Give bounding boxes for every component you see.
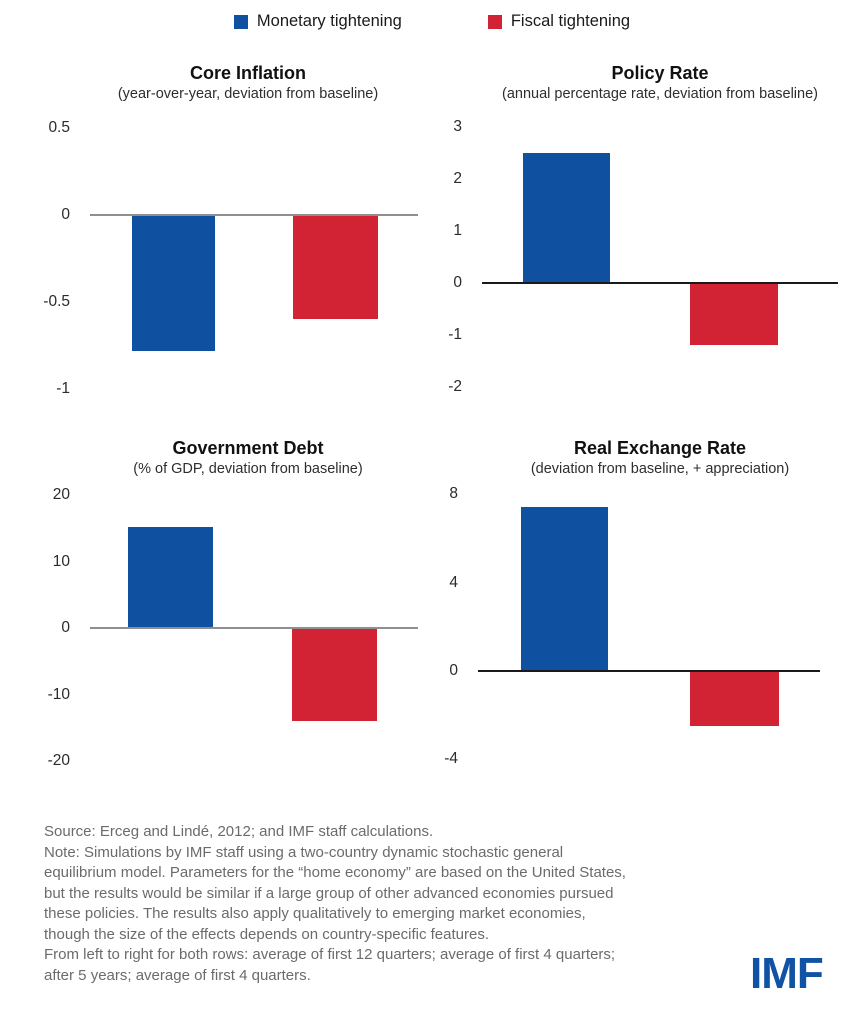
legend-item-fiscal-tightening: Fiscal tightening [487,12,631,31]
note-line: Note: Simulations by IMF staff using a t… [44,843,564,861]
real-exchange-rate-plot: 8 4 0 -4 [444,485,820,785]
chart-title: Real Exchange Rate [573,438,747,458]
bar-fiscal-tightening [690,671,779,727]
y-tick-label: 0 [449,662,458,679]
y-tick-label: 0 [61,619,70,636]
y-tick-label: -20 [47,752,70,769]
y-tick-label: -4 [444,750,458,768]
chart-title: Government Debt [172,438,324,458]
source-note: Source: Erceg and Lindé, 2012; and IMF s… [44,822,764,986]
y-tick-label: -10 [47,685,70,703]
zero-axis-line [478,670,820,672]
y-tick-label: -1 [448,326,462,343]
chart-title: Core Inflation [190,63,306,83]
chart-real-exchange-rate: Real Exchange Rate (deviation from basel… [432,430,864,795]
y-tick-label: 0.5 [48,119,70,136]
note-line: after 5 years; average of first 4 quarte… [44,966,311,984]
zero-axis-line [90,627,418,629]
chart-government-debt: Government Debt (% of GDP, deviation fro… [0,430,432,795]
note-line: but the results would be similar if a la… [44,884,614,902]
y-tick-label: -1 [56,380,70,397]
bar-fiscal-tightening [293,215,378,320]
chart-subtitle: (year-over-year, deviation from baseline… [117,86,379,102]
chart-subtitle: (annual percentage rate, deviation from … [502,86,818,102]
note-line: equilibrium model. Parameters for the “h… [44,864,626,881]
zero-axis-line [482,282,838,284]
note-line: From left to right for both rows: averag… [44,946,616,963]
y-tick-label: 3 [453,118,462,135]
y-tick-label: 0 [453,274,462,291]
core-inflation-plot: 0.5 0 -0.5 -1 [43,118,418,418]
chart-policy-rate: Policy Rate (annual percentage rate, dev… [432,55,864,420]
y-tick-label: -0.5 [43,293,70,310]
bar-fiscal-tightening [690,283,778,346]
legend-label-fiscal-tightening: Fiscal tightening [510,12,631,30]
chart-core-inflation: Core Inflation (year-over-year, deviatio… [0,55,432,420]
y-tick-label: -2 [448,378,462,395]
government-debt-plot: 20 10 0 -10 -20 [48,485,418,785]
bar-monetary-tightening [128,526,213,628]
bar-monetary-tightening [521,507,608,671]
policy-rate-plot: 3 2 1 0 -1 -2 [448,118,838,418]
chart-title: Policy Rate [611,63,709,83]
y-tick-label: 1 [453,222,462,239]
y-tick-label: 20 [52,486,70,503]
y-tick-label: 2 [453,170,462,187]
imf-logo: IMF [750,949,824,998]
bar-monetary-tightening [523,153,610,283]
chart-subtitle: (deviation from baseline, + appreciation… [530,461,790,477]
legend-label-monetary-tightening: Monetary tightening [256,12,402,30]
source-line: Source: Erceg and Lindé, 2012; and IMF s… [44,823,434,840]
y-tick-label: 0 [61,206,70,223]
fiscal-tightening-swatch-icon [487,14,502,29]
note-line: these policies. The results also apply q… [44,905,586,922]
y-tick-label: 4 [449,573,458,591]
y-tick-label: 8 [449,485,458,503]
bar-fiscal-tightening [292,628,377,722]
legend-item-monetary-tightening: Monetary tightening [233,12,402,31]
zero-axis-line [90,214,418,216]
monetary-tightening-swatch-icon [233,14,248,29]
y-tick-label: 10 [52,552,70,570]
legend: Monetary tightening Fiscal tightening [0,12,864,31]
note-line: though the size of the effects depends o… [44,925,489,943]
chart-subtitle: (% of GDP, deviation from baseline) [133,461,363,477]
bar-monetary-tightening [132,215,215,351]
